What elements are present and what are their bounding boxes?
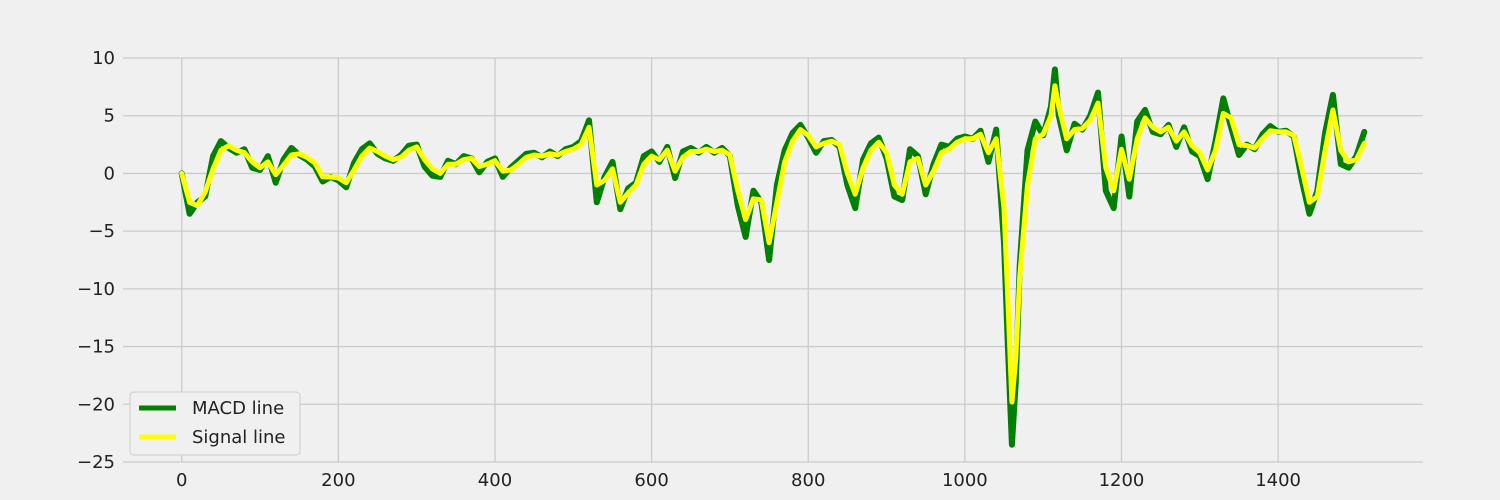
x-tick-label: 400 [478, 470, 512, 491]
x-tick-label: 1000 [942, 470, 988, 491]
y-tick-label: 5 [104, 106, 115, 127]
y-tick-label: 10 [92, 48, 115, 69]
tick-labels: 0 200 400 600 800 1000 1200 1400 10 5 0 −5 −10 −15 −20… [77, 48, 1301, 491]
x-tick-label: 600 [634, 470, 668, 491]
y-tick-label: 0 [104, 163, 115, 184]
series-lines [178, 66, 1368, 448]
x-tick-label: 1200 [1099, 470, 1145, 491]
plot-area [123, 58, 1423, 462]
x-tick-label: 200 [321, 470, 355, 491]
legend-label-signal: Signal line [192, 427, 286, 448]
signal-line [179, 83, 1367, 405]
y-tick-label: −10 [77, 279, 115, 300]
legend: MACD line Signal line [129, 391, 301, 456]
y-tick-label: −20 [77, 394, 115, 415]
y-tick-label: −25 [77, 452, 115, 473]
x-tick-label: 0 [176, 470, 187, 491]
x-tick-label: 800 [791, 470, 825, 491]
y-tick-label: −5 [88, 221, 115, 242]
legend-label-macd: MACD line [192, 398, 284, 419]
y-tick-label: −15 [77, 337, 115, 358]
x-tick-label: 1400 [1255, 470, 1301, 491]
